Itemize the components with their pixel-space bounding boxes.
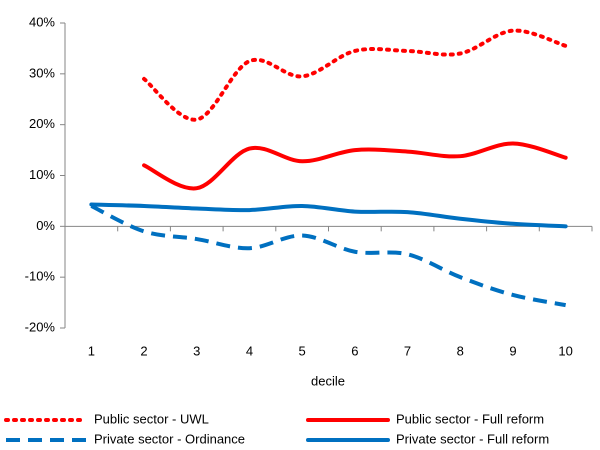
legend-label: Public sector - UWL <box>94 411 209 426</box>
series-line <box>89 202 568 229</box>
x-tick-label: 1 <box>88 343 95 358</box>
x-axis-label: decile <box>311 373 345 388</box>
legend-label: Public sector - Full reform <box>396 411 544 426</box>
series-line <box>142 141 568 191</box>
x-tick-label: 9 <box>509 343 516 358</box>
y-tick-label: 40% <box>29 14 55 29</box>
x-tick-label: 6 <box>351 343 358 358</box>
x-tick-label: 7 <box>404 343 411 358</box>
x-tick-label: 3 <box>193 343 200 358</box>
y-tick-label: 10% <box>29 167 55 182</box>
y-tick-label: -20% <box>25 319 56 334</box>
x-tick-label: 10 <box>558 343 572 358</box>
y-tick-label: -10% <box>25 269 56 284</box>
y-tick-label: 20% <box>29 116 55 131</box>
legend-label: Private sector - Full reform <box>396 431 549 446</box>
x-tick-label: 5 <box>299 343 306 358</box>
y-tick-label: 30% <box>29 65 55 80</box>
y-tick-label: 0% <box>36 218 55 233</box>
x-tick-label: 2 <box>140 343 147 358</box>
series-line <box>90 204 567 308</box>
legend-label: Private sector - Ordinance <box>94 431 245 446</box>
x-tick-label: 8 <box>457 343 464 358</box>
x-tick-label: 4 <box>246 343 253 358</box>
series-line <box>142 28 568 122</box>
